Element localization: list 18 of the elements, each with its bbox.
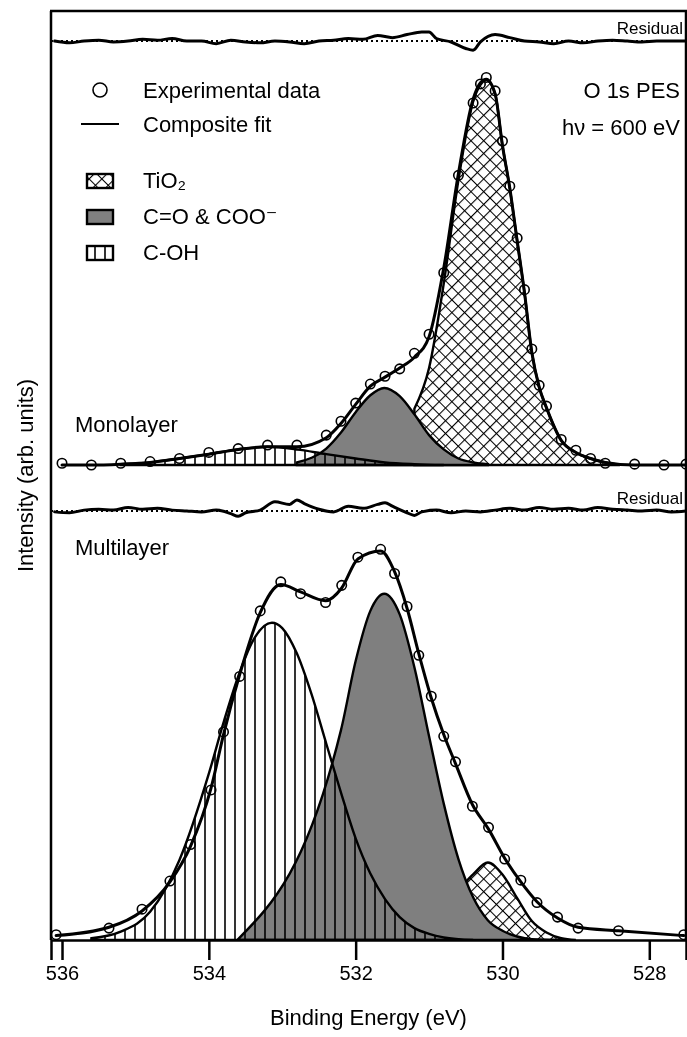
ref-line-label: Residual	[616, 489, 683, 508]
legend-label: Experimental data	[143, 78, 322, 103]
x-tick-label: 536	[45, 962, 80, 985]
x-axis-title: Binding Energy (eV)	[270, 1005, 467, 1030]
annotation: Monolayer	[75, 412, 178, 437]
x-tick-label: 532	[339, 962, 373, 985]
legend-label: C-OH	[143, 240, 200, 265]
legend-label: C=O & COO⁻	[143, 204, 278, 229]
legend-label: Composite fit	[143, 112, 272, 137]
annotation: hν = 600 eV	[561, 115, 681, 140]
x-tick-label: 528	[633, 962, 667, 985]
annotation: Multilayer	[75, 535, 170, 560]
ref-line-label: Residual	[616, 19, 683, 39]
y-axis-title: Intensity (arb. units)	[13, 378, 38, 573]
x-tick-label: 530	[486, 962, 520, 985]
annotation: O 1s PES	[583, 78, 680, 103]
legend-label: TiO₂	[143, 168, 187, 193]
x-tick-label: 534	[192, 962, 227, 985]
